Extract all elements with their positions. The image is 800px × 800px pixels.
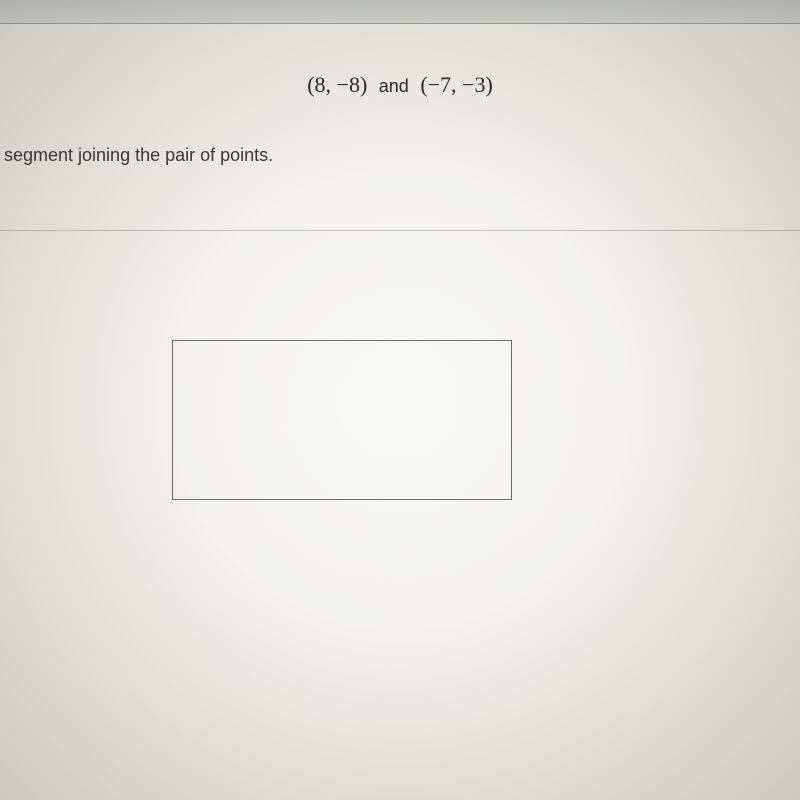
conjunction-and: and [379,76,409,96]
answer-input-box[interactable] [172,340,512,500]
coordinates-display: (8, −8) and (−7, −3) [0,72,800,98]
point2-x: (−7, [420,72,456,97]
point1-x: (8, [307,72,331,97]
section-divider [0,230,800,231]
instruction-text: segment joining the pair of points. [4,145,273,166]
window-title-bar [0,0,800,24]
point1-y: −8) [337,72,368,97]
point2-y: −3) [462,72,493,97]
